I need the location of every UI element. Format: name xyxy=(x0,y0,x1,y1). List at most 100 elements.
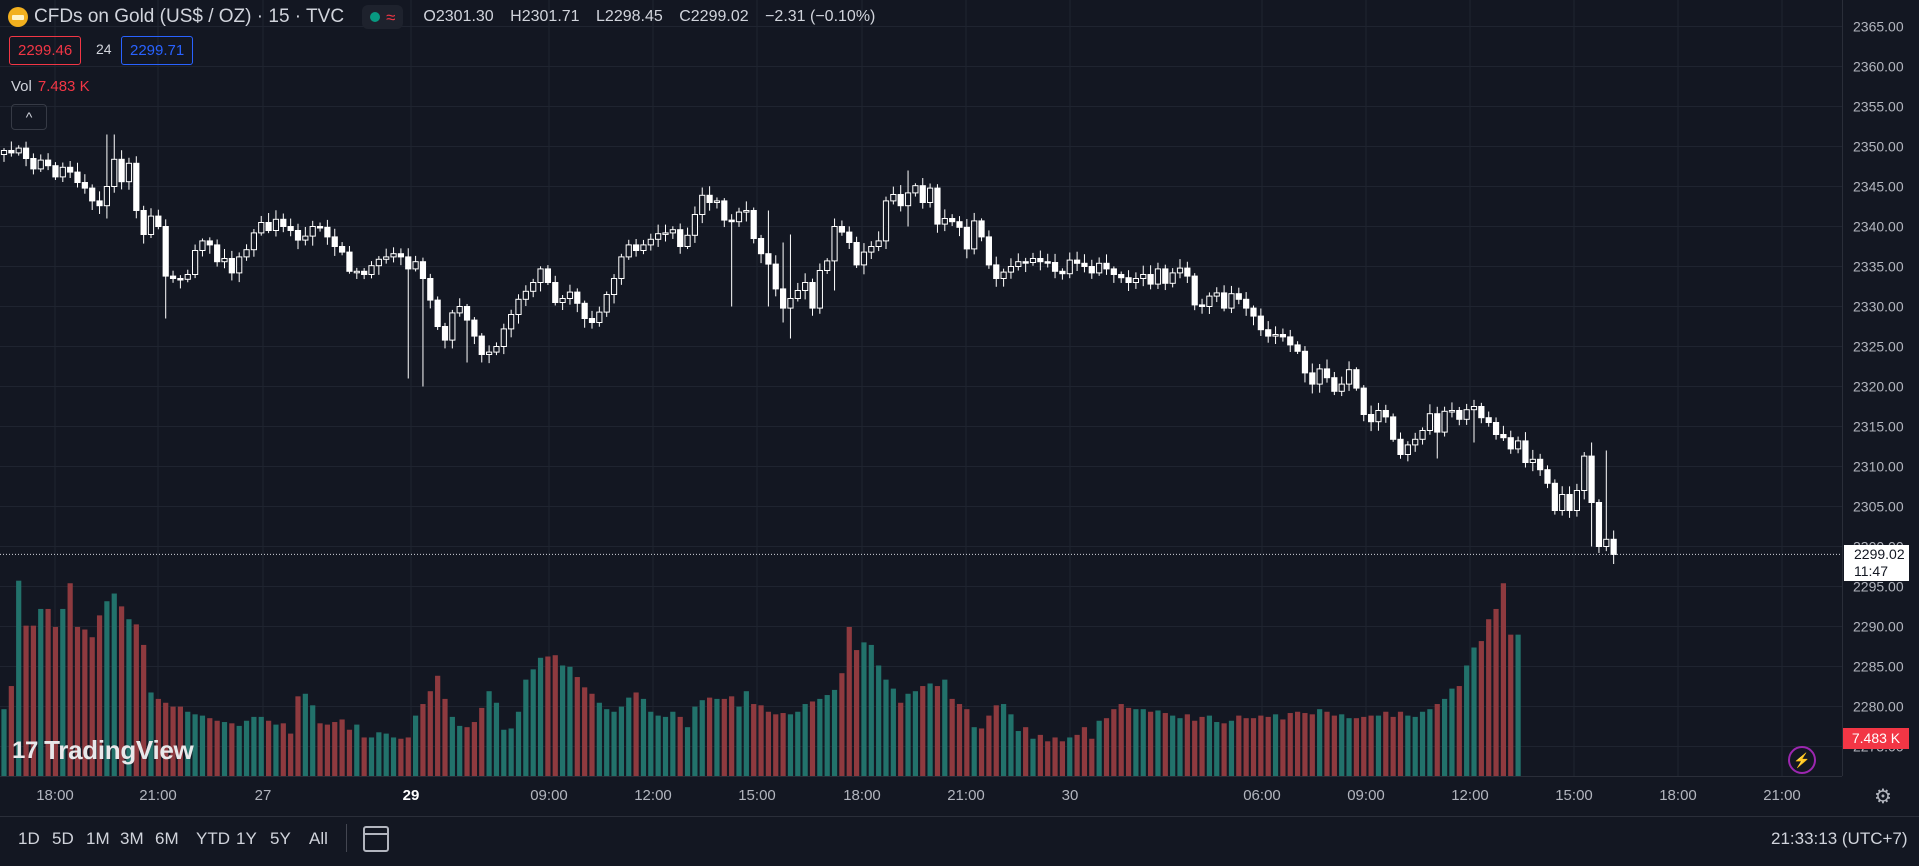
timeframe-1d-button[interactable]: 1D xyxy=(18,829,40,848)
candle-body xyxy=(0,150,8,155)
volume-bar xyxy=(1346,718,1352,776)
candle-body xyxy=(831,226,838,262)
candle-body xyxy=(765,253,772,265)
timeframe-6m-button[interactable]: 6M xyxy=(155,829,179,848)
chart-header: CFDs on Gold (US$ / OZ) · 15 · TVC ≈ O23… xyxy=(8,4,887,30)
candle-body xyxy=(677,229,684,247)
volume-bar xyxy=(1486,619,1492,776)
clock-timezone[interactable]: 21:33:13 (UTC+7) xyxy=(1771,829,1908,848)
price-tick-label: 2365.00 xyxy=(1853,19,1904,35)
volume-bar xyxy=(802,704,808,776)
settings-gear-icon[interactable]: ⚙ xyxy=(1874,786,1892,808)
candle-body xyxy=(199,240,206,251)
volume-bar xyxy=(809,701,816,776)
timeframe-3m-button[interactable]: 3M xyxy=(120,829,144,848)
volume-bar xyxy=(339,719,345,776)
volume-bar xyxy=(405,737,411,776)
candle-body xyxy=(412,261,419,270)
candle-body xyxy=(1066,259,1073,275)
last-price-label: 2299.02 11:47 xyxy=(1844,545,1909,581)
candle-body xyxy=(1287,336,1294,346)
candle-body xyxy=(1000,271,1007,280)
volume-bar xyxy=(971,727,977,776)
volume-bar xyxy=(236,725,242,776)
price-tick-label: 2345.00 xyxy=(1853,179,1904,195)
candle-body xyxy=(1147,274,1154,285)
timeframe-1m-button[interactable]: 1M xyxy=(86,829,110,848)
candle-body xyxy=(934,187,941,225)
candle-body xyxy=(1059,270,1066,275)
volume-bar xyxy=(23,625,29,776)
tradingview-logo[interactable]: 17 TradingView xyxy=(12,735,194,766)
candle-body xyxy=(265,222,272,231)
candle-body xyxy=(1154,268,1162,285)
candle-body xyxy=(794,290,801,299)
candle-body xyxy=(1140,274,1147,279)
time-tick-label: 18:00 xyxy=(36,787,74,804)
volume-bar xyxy=(383,733,389,776)
candle-body xyxy=(1507,437,1514,450)
volume-bar xyxy=(883,679,889,776)
close-label: C xyxy=(679,8,691,25)
candle-body xyxy=(316,226,324,229)
candle-body xyxy=(125,162,133,183)
volume-bar xyxy=(398,738,404,776)
candle-body xyxy=(353,270,360,274)
volume-bar xyxy=(1001,704,1007,776)
volume-bar xyxy=(692,706,698,776)
candle-body xyxy=(1272,334,1279,337)
candle-body xyxy=(985,236,992,266)
timeframe-5d-button[interactable]: 5D xyxy=(52,829,74,848)
candle-body xyxy=(287,226,294,231)
candle-body xyxy=(1331,377,1338,392)
candle-body xyxy=(1397,438,1404,455)
symbol-title[interactable]: CFDs on Gold (US$ / OZ) · 15 · TVC xyxy=(34,6,345,27)
candle-body xyxy=(22,147,30,160)
candle-body xyxy=(169,275,177,280)
candle-body xyxy=(1265,329,1272,337)
volume-bar xyxy=(523,679,529,776)
lightning-icon[interactable]: ⚡ xyxy=(1788,746,1816,774)
candle-body xyxy=(1279,334,1287,338)
calendar-goto-icon[interactable] xyxy=(363,826,389,852)
volume-bar xyxy=(648,711,654,776)
candle-body xyxy=(434,299,441,328)
sell-price-button[interactable]: 2299.46 xyxy=(9,36,82,65)
volume-bar xyxy=(449,716,455,776)
volume-bar xyxy=(1375,715,1382,776)
time-tick-label: 09:00 xyxy=(1347,787,1385,804)
volume-bar xyxy=(1052,737,1058,776)
volume-bar xyxy=(780,713,786,776)
price-tick-label: 2290.00 xyxy=(1853,619,1904,635)
time-tick-label: 06:00 xyxy=(1243,787,1281,804)
timeframe-5y-button[interactable]: 5Y xyxy=(270,829,291,848)
volume-bar xyxy=(993,705,999,776)
collapse-legend-button[interactable]: ^ xyxy=(11,104,47,130)
market-status-pill[interactable]: ≈ xyxy=(362,5,404,29)
volume-legend[interactable]: Vol 7.483 K xyxy=(11,78,90,95)
candle-body xyxy=(118,158,125,183)
volume-bar xyxy=(934,686,941,776)
candle-body xyxy=(1081,262,1088,267)
candle-body xyxy=(743,210,750,213)
volume-bar xyxy=(177,706,183,776)
volume-bar xyxy=(707,697,713,776)
timeframe-all-button[interactable]: All xyxy=(309,829,328,848)
candle-body xyxy=(192,250,199,275)
volume-bar xyxy=(354,724,360,776)
last-price-value: 2299.02 xyxy=(1854,546,1905,562)
volume-bar xyxy=(273,724,279,776)
volume-bar xyxy=(890,688,896,776)
candle-body xyxy=(1360,387,1367,416)
volume-bar xyxy=(1103,718,1110,776)
candle-body xyxy=(1559,494,1566,511)
candle-body xyxy=(1529,458,1536,463)
timeframe-1y-button[interactable]: 1Y xyxy=(236,829,257,848)
volume-bar xyxy=(229,723,235,776)
volume-bar xyxy=(266,720,272,776)
timeframe-ytd-button[interactable]: YTD xyxy=(196,829,230,848)
candle-body xyxy=(375,258,382,267)
buy-price-button[interactable]: 2299.71 xyxy=(121,36,194,65)
price-tick-label: 2295.00 xyxy=(1853,579,1904,595)
